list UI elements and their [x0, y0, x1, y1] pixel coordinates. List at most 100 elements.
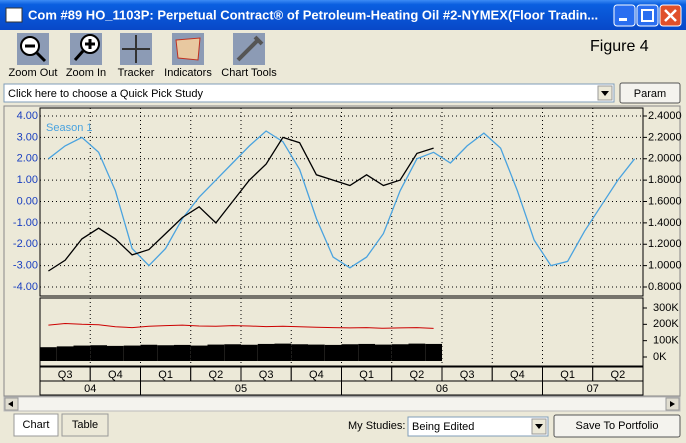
volume-tick-label: 0K	[653, 351, 667, 363]
y-tick-label: -4.00	[13, 281, 38, 293]
y-tick-label: 4.00	[17, 110, 38, 122]
volume-bar	[123, 345, 141, 361]
volume-bar	[107, 345, 124, 361]
volume-bar	[207, 344, 225, 361]
zoom-out-glyph	[25, 44, 47, 63]
y2-tick-label: 1.4000	[648, 217, 682, 229]
maximize-glyph	[641, 9, 654, 22]
y2-tick-label: 0.8000	[648, 281, 682, 293]
volume-bar	[190, 345, 208, 361]
maximize-button[interactable]	[636, 4, 659, 27]
volume-bar	[140, 344, 158, 361]
volume-bar	[90, 345, 107, 361]
chart: 4.00 3.00 2.00 1.00 0.00 -1.00 -2.00 -3.00 -4.00…	[13, 108, 682, 396]
my-studies-label: My Studies:	[348, 420, 405, 432]
param-button[interactable]	[619, 82, 681, 104]
y2-tick-label: 2.2000	[648, 131, 682, 143]
x-tick-label: Q1	[158, 369, 173, 381]
scrollbar[interactable]	[3, 396, 681, 412]
title-bar	[0, 0, 686, 30]
minimize-button[interactable]	[613, 4, 636, 27]
y-tick-label: -3.00	[13, 260, 38, 272]
minimize-glyph	[619, 18, 627, 21]
y-tick-label: 0.00	[17, 195, 38, 207]
volume-bar	[308, 344, 325, 361]
dropdown-glyph	[601, 91, 609, 96]
volume-bar	[157, 345, 174, 361]
close-glyph	[664, 9, 677, 22]
legend-entry: Season 1	[46, 122, 92, 134]
y-tick-label: 2.00	[17, 153, 38, 165]
toolbar-label: Zoom In	[66, 67, 106, 79]
y2-tick-label: 2.0000	[648, 153, 682, 165]
volume-bar	[375, 344, 392, 361]
volume-bar	[324, 344, 342, 361]
x-tick-label: Q4	[510, 369, 525, 381]
year-label: 07	[587, 383, 599, 395]
save-label: Save To Portfolio	[576, 420, 659, 432]
x-tick-label: Q3	[460, 369, 475, 381]
volume-bar	[73, 345, 91, 361]
volume-bar	[358, 343, 375, 361]
price-line	[48, 130, 636, 269]
tracker-glyph	[122, 35, 150, 63]
x-tick-label: Q4	[309, 369, 324, 381]
chart-tools-glyph	[236, 35, 264, 62]
toolbar-label: Zoom Out	[9, 67, 58, 79]
tab-label: Table	[72, 419, 98, 431]
open-interest-line	[48, 322, 434, 329]
volume-bar	[174, 344, 191, 361]
volume-bar	[40, 347, 57, 361]
x-tick-label: Q4	[108, 369, 123, 381]
volume-bar	[257, 343, 275, 361]
volume-bar	[274, 343, 292, 361]
toolbar-label: Chart Tools	[221, 67, 277, 79]
volume-tick-label: 100K	[653, 335, 679, 347]
my-studies-dropdown[interactable]	[407, 416, 549, 437]
volume-bar	[341, 344, 359, 361]
year-label: 06	[436, 383, 448, 395]
y2-tick-label: 1.0000	[648, 260, 682, 272]
quick-pick-text: Click here to choose a Quick Pick Study	[8, 88, 204, 100]
volume-bar	[241, 344, 258, 361]
volume-bar	[408, 343, 426, 361]
volume-bar	[224, 344, 241, 361]
param-label: Param	[634, 88, 666, 100]
toolbar-label: Tracker	[118, 67, 155, 79]
y-tick-label: -2.00	[13, 238, 38, 250]
volume-bar	[291, 344, 308, 361]
volume-bar	[425, 343, 442, 361]
x-tick-label: Q1	[359, 369, 374, 381]
year-label: 04	[84, 383, 96, 395]
tab-table[interactable]	[61, 413, 109, 437]
toolbar-label: Indicators	[164, 67, 212, 79]
y2-tick-label: 1.6000	[648, 195, 682, 207]
save-button[interactable]	[553, 414, 681, 438]
x-tick-label: Q3	[58, 369, 73, 381]
tab-label: Chart	[23, 419, 50, 431]
scroll-right-glyph	[670, 401, 675, 407]
x-tick-label: Q2	[611, 369, 626, 381]
toolbar: Zoom Out Zoom In Tracker Indicators Chart To…	[9, 33, 277, 79]
dropdown-glyph	[535, 424, 543, 429]
quick-pick-dropdown[interactable]	[3, 83, 615, 103]
figure-label: Figure 4	[590, 38, 649, 55]
zoom-in-glyph	[73, 39, 95, 61]
my-studies-value: Being Edited	[412, 421, 474, 433]
scroll-left-glyph	[8, 401, 13, 407]
tab-chart[interactable]	[13, 413, 59, 437]
volume-bar	[391, 344, 409, 361]
year-label: 05	[235, 383, 247, 395]
x-tick-label: Q1	[560, 369, 575, 381]
x-tick-label: Q2	[209, 369, 224, 381]
year-cell	[542, 380, 644, 396]
y-tick-label: 3.00	[17, 131, 38, 143]
x-tick-label: Q3	[259, 369, 274, 381]
app-icon	[5, 7, 23, 23]
volume-bar	[56, 346, 74, 361]
volume-tick-label: 200K	[653, 318, 679, 330]
y-tick-label: -1.00	[13, 217, 38, 229]
y-tick-label: 1.00	[17, 174, 38, 186]
